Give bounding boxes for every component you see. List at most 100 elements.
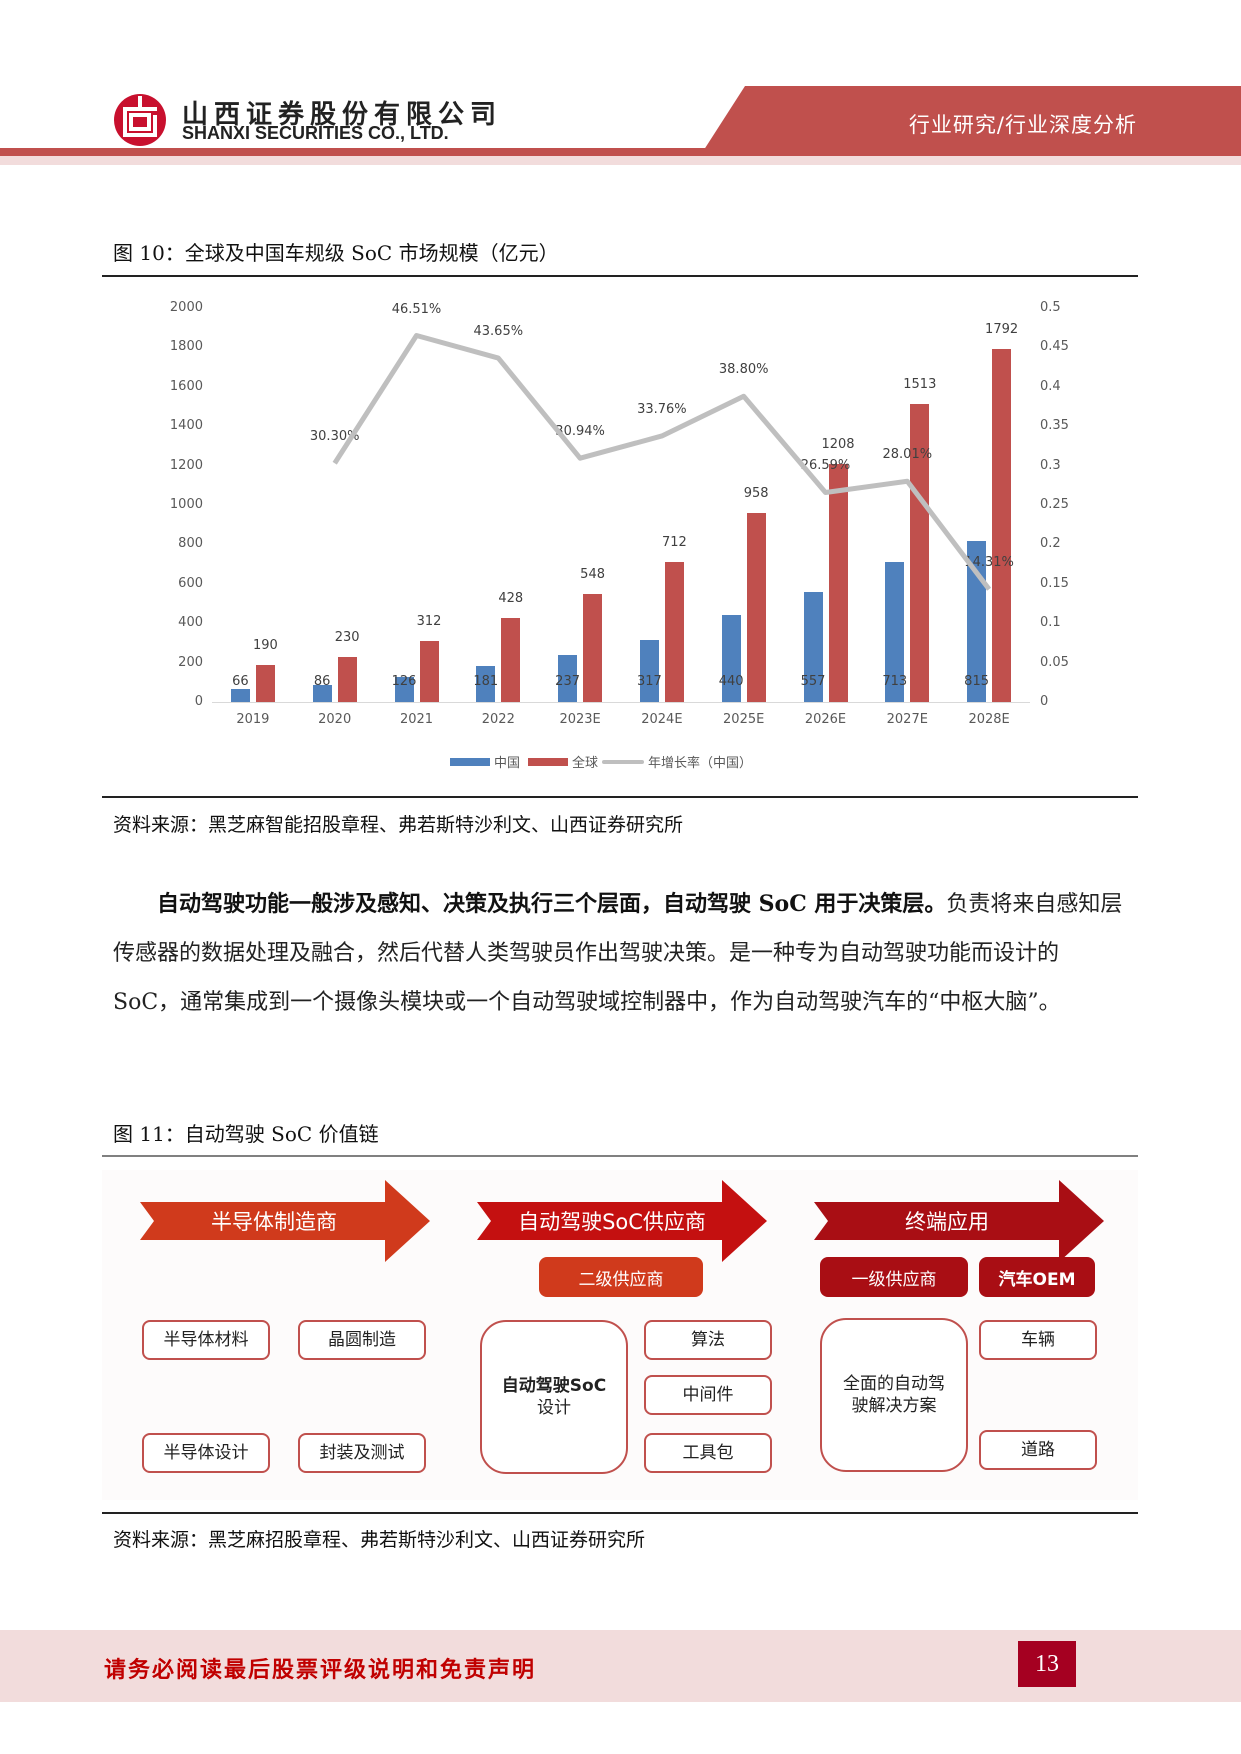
y-axis-tick: 400 bbox=[178, 615, 203, 631]
legend-swatch-china bbox=[450, 757, 490, 766]
box-road: 道路 bbox=[979, 1430, 1097, 1470]
x-axis-tick: 2022 bbox=[481, 712, 515, 727]
y2-axis-tick: 0.3 bbox=[1040, 457, 1061, 473]
data-label-china: 237 bbox=[555, 674, 580, 689]
x-axis-tick: 2025E bbox=[723, 712, 765, 727]
bar-china bbox=[558, 655, 578, 702]
data-label-growth: 14.31% bbox=[964, 555, 1014, 571]
data-label-china: 181 bbox=[473, 674, 499, 689]
data-label-china: 66 bbox=[232, 674, 249, 689]
bar-china bbox=[721, 615, 741, 702]
data-label-global: 230 bbox=[334, 629, 360, 645]
x-axis-tick: 2024E bbox=[641, 712, 683, 727]
bar-china bbox=[230, 688, 250, 702]
arrow-label-semiconductor: 半导体制造商 bbox=[211, 1210, 337, 1234]
y-axis-tick: 600 bbox=[178, 575, 203, 591]
y2-axis-tick: 0.2 bbox=[1040, 536, 1061, 552]
body-paragraph: 自动驾驶功能一般涉及感知、决策及执行三个层面，自动驾驶 SoC 用于决策层。负责… bbox=[113, 880, 1133, 1027]
box-full-solution-line2: 驶解决方案 bbox=[851, 1396, 937, 1416]
page-number: 13 bbox=[1018, 1641, 1076, 1687]
pill-tier1-supplier: 一级供应商 bbox=[820, 1257, 968, 1297]
y-axis-tick: 1800 bbox=[169, 339, 203, 355]
y2-axis-tick: 0.15 bbox=[1040, 575, 1069, 591]
data-label-global: 190 bbox=[252, 637, 278, 653]
bar-global bbox=[501, 617, 521, 702]
bar-china bbox=[803, 592, 823, 702]
box-wafer-manufacturing: 晶圆制造 bbox=[298, 1320, 426, 1360]
bar-global bbox=[910, 403, 930, 702]
data-label-growth: 46.51% bbox=[391, 301, 442, 317]
arrow-semiconductor bbox=[140, 1180, 430, 1262]
data-label-growth: 26.59% bbox=[800, 458, 851, 474]
arrow-soc-supplier bbox=[477, 1180, 767, 1262]
chart-legend: 中国 全球 年增长率（中国） bbox=[450, 752, 752, 771]
box-vehicle: 车辆 bbox=[979, 1320, 1097, 1360]
x-axis-tick: 2023E bbox=[559, 712, 601, 727]
data-label-global: 312 bbox=[416, 613, 442, 629]
y2-axis-tick: 0.4 bbox=[1040, 378, 1061, 394]
bar-global bbox=[746, 513, 766, 702]
data-label-china: 126 bbox=[391, 674, 417, 689]
bar-china bbox=[476, 666, 496, 702]
y-axis-tick: 1000 bbox=[169, 497, 203, 512]
bar-china bbox=[885, 561, 905, 702]
bar-global bbox=[337, 656, 357, 702]
figure11-source: 资料来源：黑芝麻招股章程、弗若斯特沙利文、山西证券研究所 bbox=[113, 1529, 646, 1551]
y2-axis-tick: 0.05 bbox=[1040, 654, 1069, 670]
arrow-label-soc-supplier: 自动驾驶SoC供应商 bbox=[518, 1210, 706, 1234]
data-label-growth: 30.94% bbox=[555, 424, 605, 440]
y-axis-tick: 800 bbox=[178, 536, 203, 552]
box-semi-design: 半导体设计 bbox=[142, 1433, 270, 1473]
data-label-global: 958 bbox=[743, 486, 769, 502]
bar-global bbox=[828, 464, 848, 702]
data-label-global: 1792 bbox=[985, 321, 1019, 337]
data-label-growth: 33.76% bbox=[637, 401, 687, 417]
header-band bbox=[0, 148, 1241, 156]
y2-axis-tick: 0.1 bbox=[1040, 615, 1061, 631]
pill-auto-oem: 汽车OEM bbox=[979, 1257, 1095, 1297]
box-packaging-testing: 封装及测试 bbox=[298, 1433, 426, 1473]
data-label-global: 1208 bbox=[821, 437, 855, 453]
figure10-title: 图 10：全球及中国车规级 SoC 市场规模（亿元） bbox=[113, 241, 559, 265]
header-band-light bbox=[0, 156, 1241, 165]
box-full-solution: 全面的自动驾 驶解决方案 bbox=[820, 1318, 968, 1472]
legend-label-growth: 年增长率（中国） bbox=[648, 756, 753, 771]
data-label-china: 440 bbox=[718, 674, 744, 689]
y-axis-tick: 200 bbox=[178, 654, 203, 670]
company-name-en: SHANXI SECURITIES CO., LTD. bbox=[182, 123, 449, 143]
growth-rate-line bbox=[332, 333, 992, 591]
y-axis-tick: 0 bbox=[194, 694, 203, 709]
x-axis-tick: 2021 bbox=[399, 712, 434, 727]
figure10-bottom-rule bbox=[102, 796, 1138, 798]
report-section-title: 行业研究/行业深度分析 bbox=[908, 113, 1137, 137]
y-axis-tick: 2000 bbox=[169, 300, 203, 315]
data-label-global: 428 bbox=[498, 590, 524, 606]
data-label-china: 815 bbox=[964, 674, 989, 689]
figure10-source: 资料来源：黑芝麻智能招股章程、弗若斯特沙利文、山西证券研究所 bbox=[113, 814, 684, 836]
box-algorithm: 算法 bbox=[644, 1320, 772, 1360]
data-label-growth: 43.65% bbox=[473, 324, 524, 340]
data-label-china: 86 bbox=[313, 674, 331, 689]
bar-china bbox=[639, 639, 659, 702]
bar-global bbox=[583, 594, 603, 702]
y2-axis-tick: 0.35 bbox=[1040, 418, 1069, 434]
box-soc-design-line2: 设计 bbox=[537, 1398, 571, 1418]
x-axis-tick: 2028E bbox=[968, 712, 1010, 727]
y-axis-tick: 1600 bbox=[169, 378, 203, 394]
box-full-solution-line1: 全面的自动驾 bbox=[843, 1374, 945, 1394]
figure11-title: 图 11：自动驾驶 SoC 价值链 bbox=[113, 1122, 379, 1146]
box-middleware: 中间件 bbox=[644, 1375, 772, 1415]
bar-china bbox=[312, 685, 332, 702]
bar-global bbox=[664, 561, 684, 702]
x-axis-tick: 2019 bbox=[236, 712, 270, 727]
legend-label-global: 全球 bbox=[572, 756, 599, 771]
bar-global bbox=[419, 640, 439, 702]
pill-tier2-supplier: 二级供应商 bbox=[539, 1257, 703, 1297]
figure11-bottom-rule bbox=[102, 1512, 1138, 1514]
data-label-global: 712 bbox=[661, 534, 687, 550]
y-axis-tick: 1200 bbox=[169, 457, 203, 473]
box-soc-design: 自动驾驶SoC 设计 bbox=[480, 1320, 628, 1474]
arrow-end-application bbox=[814, 1180, 1104, 1262]
data-label-growth: 38.80% bbox=[718, 362, 769, 378]
figure11-top-rule bbox=[102, 1155, 1138, 1157]
